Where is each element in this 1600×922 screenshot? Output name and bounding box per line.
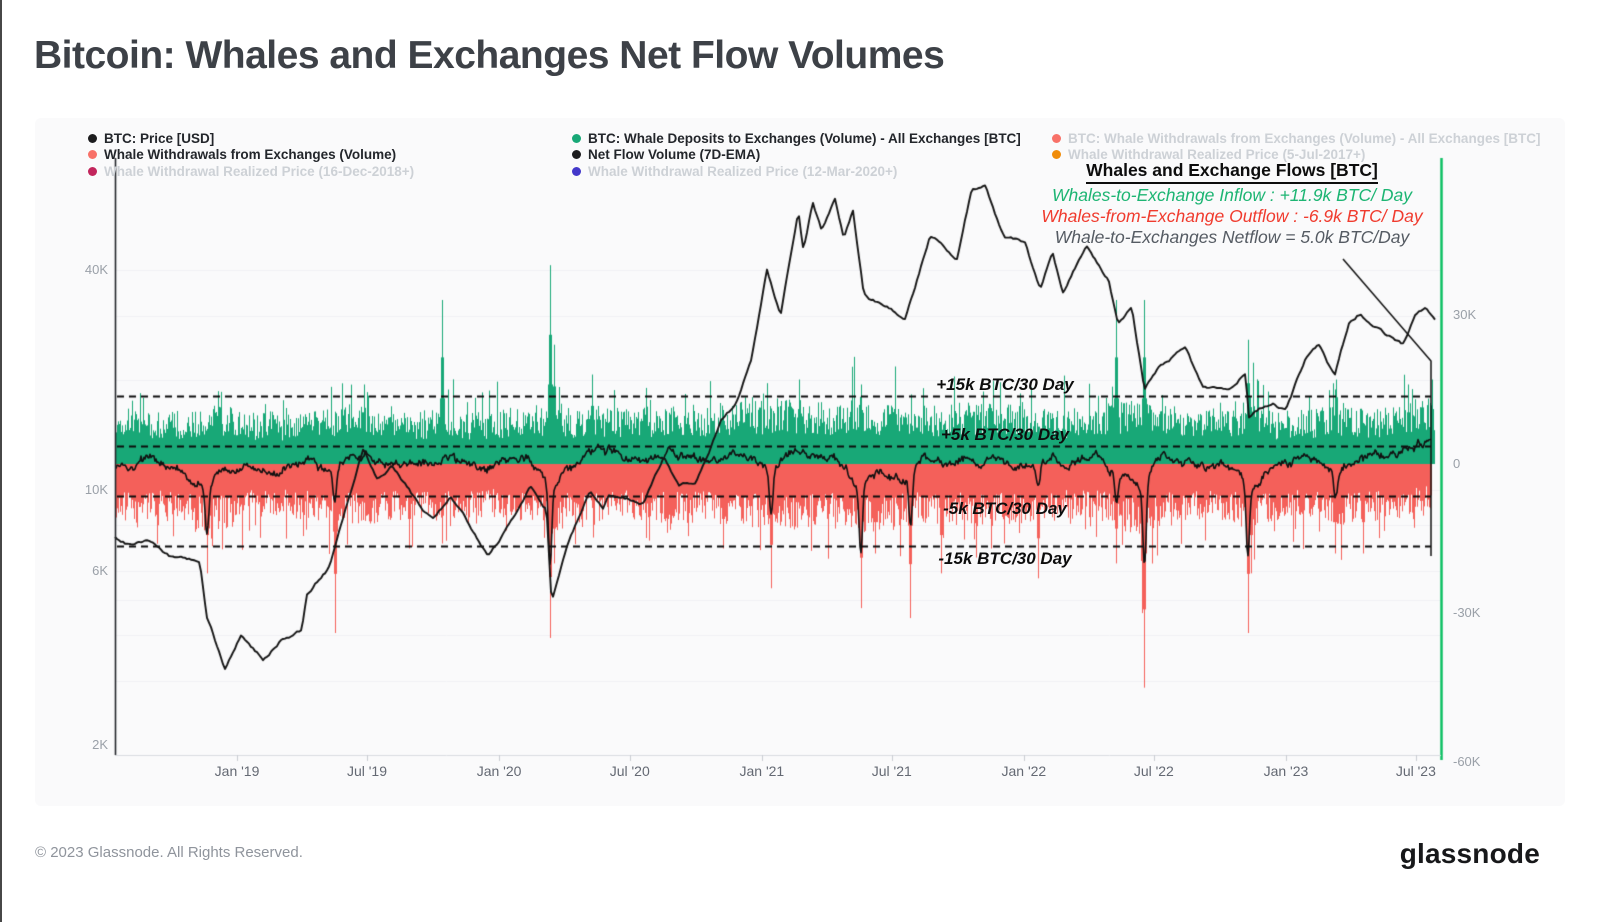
legend-item[interactable]: BTC: Whale Deposits to Exchanges (Volume… <box>572 130 1021 147</box>
x-axis-tick-label: Jan '19 <box>214 763 260 779</box>
y-axis-left-tick-label: 6K <box>92 562 108 578</box>
legend-dot-icon <box>572 133 581 143</box>
legend-item-label: Whale Withdrawal Realized Price (16-Dec-… <box>104 163 415 179</box>
legend-item[interactable]: BTC: Price [USD] <box>88 130 414 147</box>
legend-item[interactable]: Whale Withdrawals from Exchanges (Volume… <box>88 147 414 164</box>
threshold-label: -5k BTC/30 Day <box>943 498 1067 518</box>
legend-item[interactable]: BTC: Whale Withdrawals from Exchanges (V… <box>1052 130 1540 147</box>
legend-dot-icon <box>88 150 97 160</box>
legend-dot-icon <box>88 133 97 143</box>
y-axis-right-tick-label: 0 <box>1453 456 1461 471</box>
legend-column: BTC: Price [USD] Whale Withdrawals from E… <box>88 130 414 180</box>
x-axis-tick-label: Jan '22 <box>1001 763 1047 779</box>
legend-item-label: Whale Withdrawals from Exchanges (Volume… <box>104 147 397 163</box>
threshold-label: +15k BTC/30 Day <box>936 375 1074 395</box>
y-axis-right-tick-label: 30K <box>1453 306 1477 322</box>
legend-dot-icon <box>572 166 581 176</box>
x-axis-tick-label: Jan '23 <box>1263 763 1309 779</box>
legend-column: BTC: Whale Withdrawals from Exchanges (V… <box>1052 130 1540 163</box>
footer-copyright: © 2023 Glassnode. All Rights Reserved. <box>35 844 303 861</box>
x-axis-tick-label: Jul '20 <box>609 763 650 779</box>
threshold-label: +5k BTC/30 Day <box>940 425 1070 445</box>
x-axis-tick-label: Jul '21 <box>871 763 912 779</box>
legend-item-label: Whale Withdrawal Realized Price (5-Jul-2… <box>1068 147 1366 163</box>
legend-item[interactable]: Whale Withdrawal Realized Price (5-Jul-2… <box>1052 147 1540 164</box>
y-axis-left-tick-label: 2K <box>92 737 108 752</box>
x-axis-tick-label: Jan '20 <box>476 763 522 779</box>
legend-dot-icon <box>1052 133 1061 143</box>
annotation-netflow-line: Whale-to-Exchanges Netflow = 5.0k BTC/Da… <box>1054 227 1410 247</box>
y-axis-left-tick-label: 10K <box>84 481 108 497</box>
x-axis-tick-label: Jul '22 <box>1133 763 1174 779</box>
annotation-box: Whales and Exchange Flows [BTC] Whales-t… <box>1022 160 1442 248</box>
x-axis-tick-label: Jan '21 <box>739 763 785 779</box>
brand-logo: glassnode <box>1399 838 1540 869</box>
annotation-outflow-line: Whales-from-Exchange Outflow : -6.9k BTC… <box>1041 206 1423 226</box>
legend-item-label: BTC: Price [USD] <box>104 130 215 146</box>
legend-item[interactable]: Net Flow Volume (7D-EMA) <box>572 147 1021 164</box>
legend-item-label: BTC: Whale Deposits to Exchanges (Volume… <box>588 130 1021 146</box>
y-axis-right-tick-label: -30K <box>1453 605 1481 621</box>
legend-item[interactable]: Whale Withdrawal Realized Price (16-Dec-… <box>88 163 414 180</box>
x-axis-tick-label: Jul '19 <box>346 763 387 779</box>
x-axis-tick-label: Jul '23 <box>1395 763 1436 779</box>
legend-dot-icon <box>572 150 581 160</box>
legend-item-label: Whale Withdrawal Realized Price (12-Mar-… <box>588 163 898 179</box>
legend-column: BTC: Whale Deposits to Exchanges (Volume… <box>572 130 1021 180</box>
y-axis-left-tick-label: 40K <box>84 262 108 278</box>
legend-item-label: BTC: Whale Withdrawals from Exchanges (V… <box>1068 130 1541 146</box>
annotation-title: Whales and Exchange Flows [BTC] <box>1086 160 1378 184</box>
threshold-label: -15k BTC/30 Day <box>938 548 1072 568</box>
legend-dot-icon <box>88 166 97 176</box>
legend-item-label: Net Flow Volume (7D-EMA) <box>588 147 761 163</box>
y-axis-right-tick-label: -60K <box>1453 754 1481 770</box>
legend-dot-icon <box>1052 150 1061 160</box>
legend-item[interactable]: Whale Withdrawal Realized Price (12-Mar-… <box>572 163 1021 180</box>
annotation-inflow-line: Whales-to-Exchange Inflow : +11.9k BTC/ … <box>1051 185 1413 205</box>
